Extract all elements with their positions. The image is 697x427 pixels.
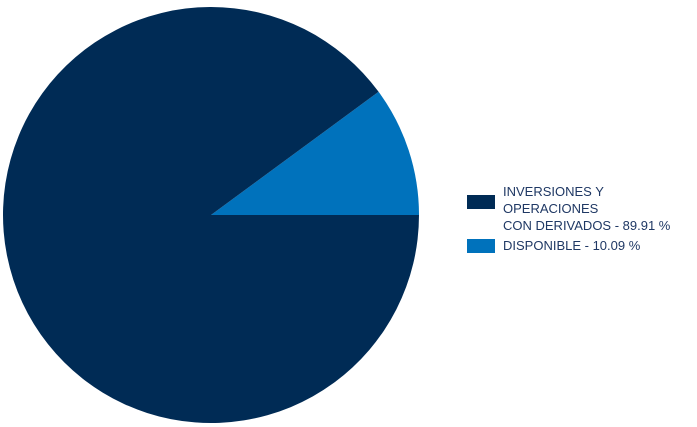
legend-label-inversiones: INVERSIONES Y OPERACIONES CON DERIVADOS … [503,184,671,233]
legend-item-inversiones: INVERSIONES Y OPERACIONES CON DERIVADOS … [467,183,697,234]
legend-label-disponible: DISPONIBLE - 10.09 % [503,238,641,253]
legend-swatch-inversiones [467,195,495,209]
legend-item-disponible: DISPONIBLE - 10.09 % [467,237,697,254]
pie-slices [3,7,420,424]
pie-slice-disponible [211,91,419,215]
chart-legend: INVERSIONES Y OPERACIONES CON DERIVADOS … [467,183,697,257]
pie-slice-inversiones [3,7,420,424]
legend-swatch-disponible [467,239,495,253]
